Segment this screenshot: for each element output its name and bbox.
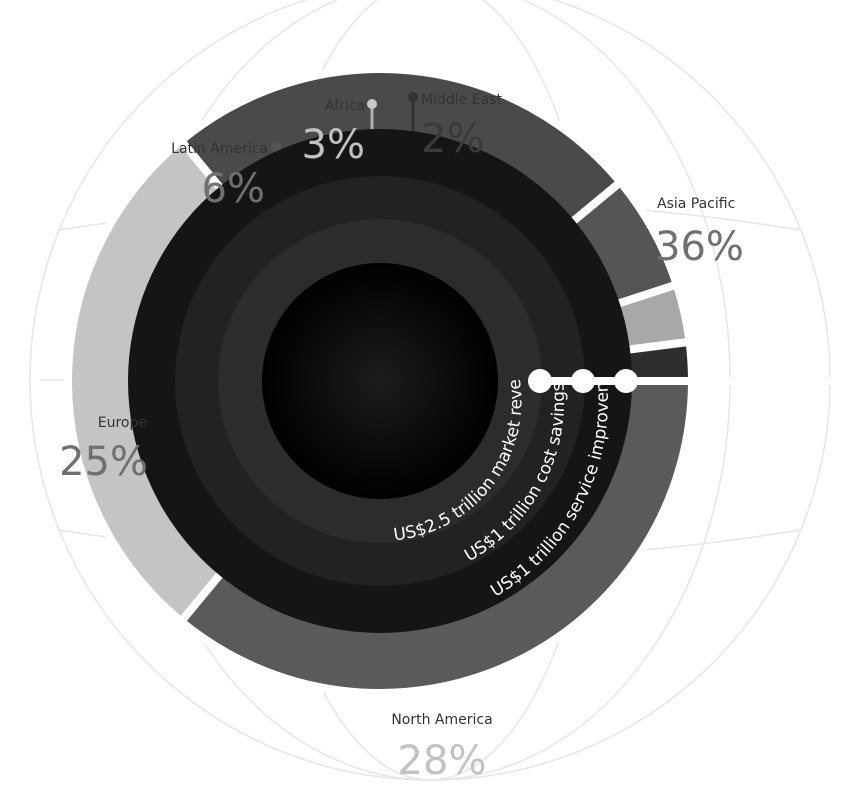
pointer-dot-latin-america bbox=[271, 142, 281, 152]
label-name-north-america: North America bbox=[391, 712, 492, 728]
connector-dot-revenue bbox=[528, 369, 552, 393]
connector-dot-cost bbox=[571, 369, 595, 393]
inner-rings bbox=[128, 129, 632, 633]
pointer-dot-middle-east bbox=[408, 92, 418, 102]
label-name-middle-east: Middle East bbox=[421, 92, 502, 108]
label-name-africa: Africa bbox=[325, 98, 365, 114]
label-pct-asia-pacific: 36% bbox=[655, 224, 744, 270]
ring-connector bbox=[528, 369, 850, 393]
label-pct-middle-east: 2% bbox=[421, 116, 484, 162]
label-pct-north-america: 28% bbox=[398, 738, 487, 784]
label-pct-europe: 25% bbox=[59, 439, 148, 485]
inner-core bbox=[262, 263, 498, 499]
label-name-europe: Europe bbox=[98, 415, 147, 431]
pointer-dot-africa bbox=[367, 99, 377, 109]
label-name-latin-america: Latin America bbox=[171, 141, 268, 157]
connector-dot-service bbox=[614, 369, 638, 393]
label-name-asia-pacific: Asia Pacific bbox=[657, 196, 735, 212]
region-labels: Asia Pacific 36% North America 28% Europ… bbox=[59, 92, 744, 784]
label-pct-africa: 3% bbox=[302, 122, 365, 168]
label-pct-latin-america: 6% bbox=[202, 166, 265, 212]
